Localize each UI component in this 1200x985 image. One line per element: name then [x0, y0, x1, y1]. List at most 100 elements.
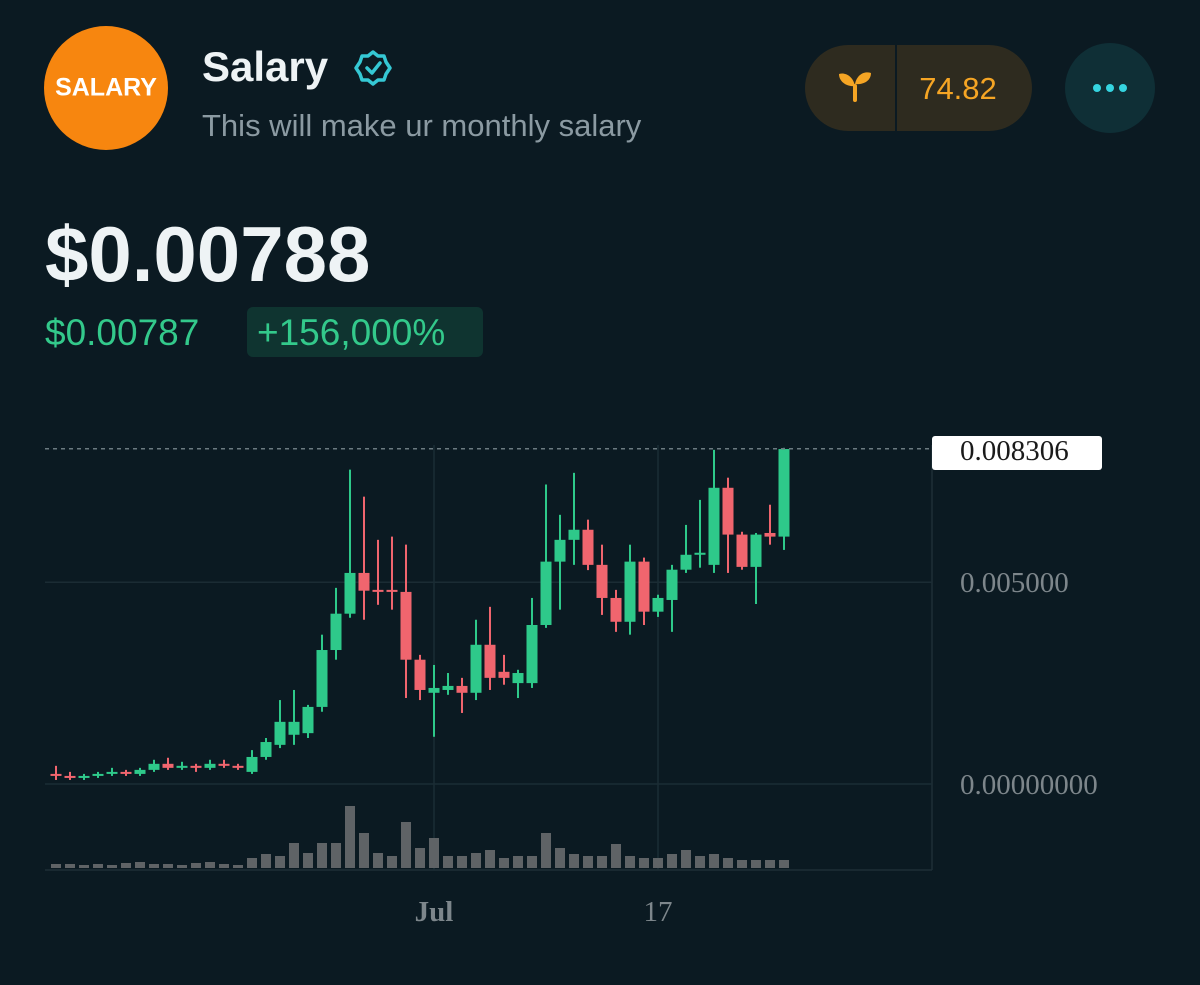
candle-body — [92, 773, 104, 776]
volume-bar — [513, 856, 523, 868]
volume-bar — [429, 838, 439, 868]
candle-body — [274, 721, 286, 745]
y-tick-label: 0.005000 — [960, 567, 1069, 599]
candle-body — [162, 763, 174, 768]
candle-body — [414, 659, 426, 690]
change-value: $0.00787 — [45, 312, 199, 353]
volume-bar — [205, 862, 215, 868]
candle-body — [708, 487, 720, 565]
volume-bar — [345, 806, 355, 868]
volume-bar — [247, 858, 257, 868]
volume-bar — [611, 844, 621, 868]
candle-body — [456, 685, 468, 693]
candle-body — [442, 685, 454, 690]
volume-bar — [387, 856, 397, 868]
candle-body — [316, 650, 328, 707]
score-pill[interactable]: 74.82 — [805, 45, 1032, 131]
candle-body — [246, 756, 258, 772]
candle-body — [372, 589, 384, 592]
candle-body — [232, 765, 244, 768]
candle-body — [498, 671, 510, 678]
candle-body — [400, 591, 412, 660]
candle-body — [638, 561, 650, 612]
x-tick-label: 17 — [644, 896, 673, 928]
candle-body — [78, 775, 90, 778]
candle-body — [386, 589, 398, 592]
candle-body — [512, 673, 524, 684]
volume-bar — [289, 843, 299, 868]
volume-bar — [695, 856, 705, 868]
volume-bar — [191, 863, 201, 868]
candle-body — [106, 771, 118, 774]
dot — [1093, 84, 1101, 92]
candle-body — [330, 613, 342, 651]
volume-bar — [779, 860, 789, 868]
candle-body — [190, 765, 202, 768]
candle-body — [358, 572, 370, 591]
candle-body — [176, 765, 188, 768]
candle-body — [120, 771, 132, 774]
candle-body — [148, 763, 160, 770]
candle-body — [722, 487, 734, 535]
candle-body — [750, 534, 762, 567]
candle-body — [764, 532, 776, 537]
candle-body — [260, 742, 272, 757]
volume-bar — [737, 860, 747, 868]
volume-bar — [723, 858, 733, 868]
candle-body — [204, 763, 216, 768]
volume-bar — [583, 856, 593, 868]
volume-bar — [541, 833, 551, 868]
candle-body — [582, 529, 594, 565]
change-percent-bg — [247, 307, 483, 357]
volume-bar — [597, 856, 607, 868]
token-description: This will make ur monthly salary — [202, 108, 642, 143]
candle-body — [428, 687, 440, 693]
volume-bar — [331, 843, 341, 868]
candle-body — [218, 763, 230, 766]
candle-body — [288, 721, 300, 735]
y-tick-label: 0.00000000 — [960, 769, 1098, 801]
volume-bar — [765, 860, 775, 868]
candle-body — [778, 449, 790, 537]
volume-bar — [499, 858, 509, 868]
candle-body — [344, 572, 356, 614]
volume-bar — [415, 848, 425, 868]
dot — [1119, 84, 1127, 92]
score-value[interactable]: 74.82 — [919, 71, 997, 106]
change-percent: +156,000% — [257, 312, 445, 353]
verified-badge — [354, 50, 392, 86]
candle-body — [736, 534, 748, 567]
candle-body — [526, 624, 538, 684]
volume-bar — [527, 856, 537, 868]
logo — [44, 26, 168, 150]
volume-bar — [373, 853, 383, 868]
score-pill-bg[interactable] — [805, 45, 1032, 131]
volume-bar — [275, 856, 285, 868]
volume-bar — [107, 865, 117, 868]
volume-bar — [443, 856, 453, 868]
volume-bar — [219, 864, 229, 868]
more-button[interactable] — [1065, 43, 1155, 133]
token-name: Salary — [202, 43, 329, 90]
volume-bar — [163, 864, 173, 868]
candle-body — [134, 769, 146, 774]
current-price: $0.00788 — [45, 210, 370, 298]
logo-text: SALARY — [55, 74, 157, 102]
volume-bar — [709, 854, 719, 868]
last-price-box — [932, 436, 1102, 470]
volume-bar — [751, 860, 761, 868]
volume-bar — [261, 854, 271, 868]
volume-bar — [625, 856, 635, 868]
volume-bar — [93, 864, 103, 868]
volume-bar — [303, 853, 313, 868]
volume-bar — [177, 865, 187, 868]
candle-body — [568, 529, 580, 540]
volume-bar — [681, 850, 691, 868]
volume-bar — [471, 853, 481, 868]
volume-bar — [555, 848, 565, 868]
candle-body — [596, 564, 608, 598]
sprout-icon — [839, 72, 871, 102]
candle-body — [680, 554, 692, 570]
